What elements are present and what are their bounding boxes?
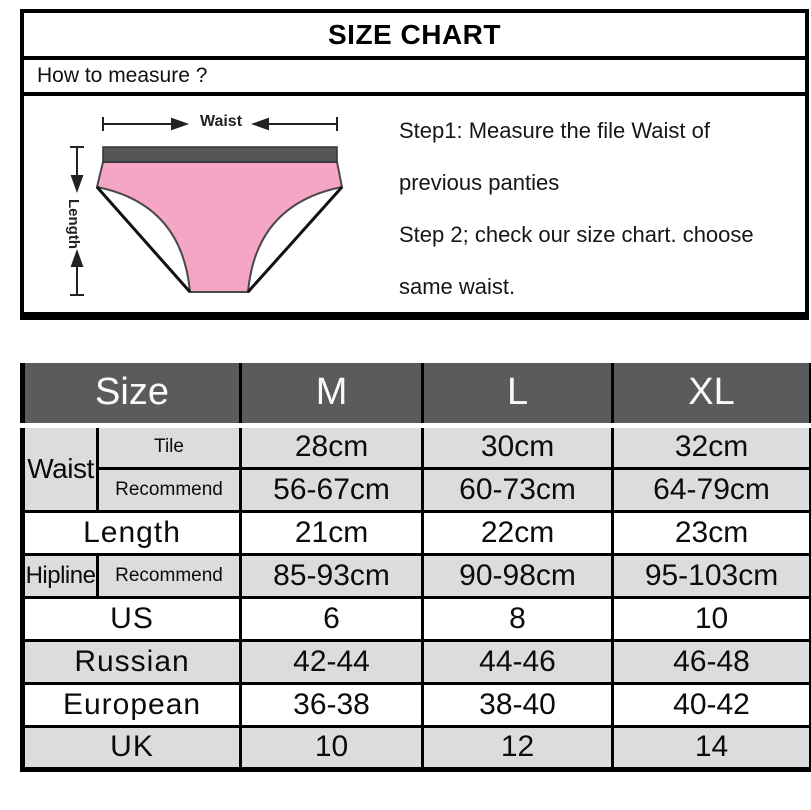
cell-value: 36-38: [239, 681, 425, 728]
cell-value: 44-46: [421, 638, 615, 685]
cell-value: 40-42: [611, 681, 811, 728]
table-row-us: US 6 8 10: [20, 595, 811, 642]
col-header-l: L: [421, 363, 615, 428]
row-label-european: European: [20, 681, 243, 728]
col-header-m: M: [239, 363, 425, 428]
row-label-length: Length: [20, 509, 243, 556]
cell-value: 42-44: [239, 638, 425, 685]
cell-value: 85-93cm: [239, 552, 425, 599]
table-row-uk: UK 10 12 14: [20, 724, 811, 771]
waist-dimension-label: Waist: [199, 113, 243, 130]
cell-value: 8: [421, 595, 615, 642]
table-row-russian: Russian 42-44 44-46 46-48: [20, 638, 811, 685]
measure-diagram-section: Waist Length Step1: Measure the file Wai…: [20, 96, 809, 320]
step1-line2: previous panties: [399, 170, 560, 195]
table-row-waist-tile: Waist Tile 28cm 30cm 32cm: [21, 423, 811, 513]
row-label-hipline: Hipline: [21, 552, 99, 599]
cell-value: 95-103cm: [611, 552, 811, 599]
cell-value: 21cm: [239, 509, 425, 556]
cell-value: 10: [239, 724, 425, 771]
row-label-uk: UK: [20, 724, 243, 771]
size-table: Size M L XL Waist Tile 28cm 30cm 32cm Re…: [20, 363, 811, 772]
panty-diagram-icon: [70, 117, 344, 296]
cell-value: 64-79cm: [611, 466, 811, 513]
cell-value: 28cm: [239, 423, 425, 470]
cell-value: 22cm: [421, 509, 615, 556]
cell-value: 23cm: [611, 509, 811, 556]
step2-line1: Step 2; check our size chart. choose: [399, 222, 754, 247]
cell-value: 60-73cm: [421, 466, 615, 513]
cell-value: 14: [611, 724, 811, 771]
page-title: SIZE CHART: [328, 18, 501, 50]
table-row-hipline: Hipline Recommend 85-93cm 90-98cm 95-103…: [21, 552, 811, 599]
row-sublabel-recommend: Recommend: [95, 466, 243, 513]
table-row-length: Length 21cm 22cm 23cm: [20, 509, 811, 556]
cell-value: 46-48: [611, 638, 811, 685]
cell-value: 32cm: [611, 423, 811, 470]
cell-value: 90-98cm: [421, 552, 615, 599]
cell-value: 10: [611, 595, 811, 642]
step2-line2: same waist.: [399, 274, 516, 299]
table-row-waist-recommend: Recommend 56-67cm 60-73cm 64-79cm: [23, 466, 811, 513]
row-sublabel-tile: Tile: [95, 423, 243, 470]
col-header-size: Size: [20, 363, 243, 428]
cell-value: 38-40: [421, 681, 615, 728]
table-header-row: Size M L XL: [20, 363, 811, 428]
content-frame: SIZE CHART How to measure ?: [20, 9, 811, 772]
length-dimension-label: Length: [65, 199, 82, 249]
row-label-waist: Waist: [21, 423, 99, 513]
waist-arrow-icon: [102, 117, 338, 131]
length-arrow-icon: [70, 146, 84, 296]
measure-steps-text: Step1: Measure the file Waist of previou…: [399, 105, 799, 313]
cell-value: 6: [239, 595, 425, 642]
how-to-measure-row: How to measure ?: [20, 60, 809, 96]
row-label-us: US: [20, 595, 243, 642]
cell-value: 12: [421, 724, 615, 771]
how-to-measure-label: How to measure ?: [37, 64, 208, 87]
spacer: [20, 320, 809, 363]
table-row-european: European 36-38 38-40 40-42: [20, 681, 811, 728]
col-header-xl: XL: [611, 363, 811, 428]
cell-value: 56-67cm: [239, 466, 425, 513]
title-box: SIZE CHART: [20, 9, 809, 60]
step1-line1: Step1: Measure the file Waist of: [399, 118, 710, 143]
row-label-russian: Russian: [20, 638, 243, 685]
row-sublabel-recommend: Recommend: [95, 552, 243, 599]
cell-value: 30cm: [421, 423, 615, 470]
